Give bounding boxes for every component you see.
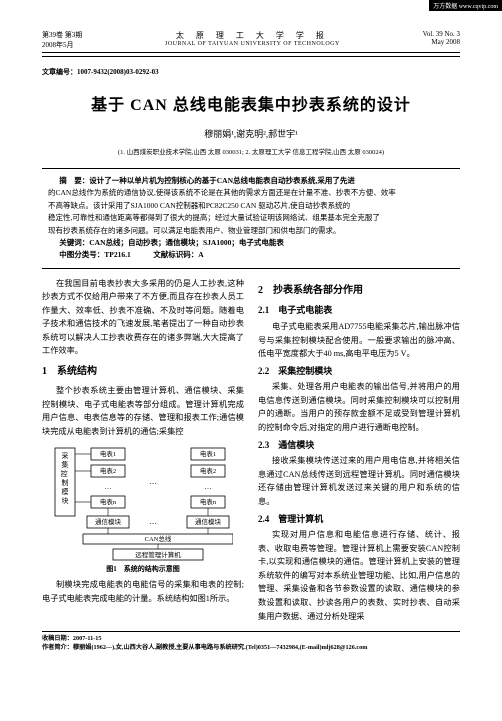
corner-source: 万方数据 www.cqvip.com — [429, 0, 502, 11]
section-2-3-paragraph: 接收采集模块传送过来的用户用电信息,并将相关信息通过CAN总线传送到远程管理计算… — [258, 454, 460, 508]
abstract-line: 稳定性,可靠性和通信距离等都得到了很大的提高；经过大量试验证明该网络试、组果基本… — [48, 212, 454, 224]
volume-issue: 第39卷 第3期 — [42, 30, 82, 40]
svg-text:通信模块: 通信模块 — [195, 517, 222, 526]
authors: 穆丽娟¹,谢克明²,郝世宇¹ — [42, 127, 460, 140]
svg-text:电表2: 电表2 — [200, 466, 216, 475]
svg-text:CAN总线: CAN总线 — [145, 534, 172, 543]
svg-text:电表1: 电表1 — [100, 449, 116, 458]
svg-text:…: … — [149, 477, 157, 486]
paper-title: 基于 CAN 总线电能表集中抄表系统的设计 — [42, 91, 460, 115]
keywords: 关键词：CAN总线；自动抄表；通信模块；SJA1000；电子式电能表 — [48, 237, 454, 249]
classification: 中图分类号：TP216.1 文献标识码：A — [48, 249, 454, 261]
svg-text:采集控 制模块: 采集控 制模块 — [61, 451, 70, 505]
svg-text:通信模块: 通信模块 — [95, 517, 122, 526]
section-1-paragraph-2: 制模块完成电能表的电能信号的采集和电表的控制;电子式电能表完成电能的计量。系统结… — [42, 578, 244, 605]
svg-text:电表n: 电表n — [100, 497, 117, 506]
svg-text:电表2: 电表2 — [100, 466, 116, 475]
section-2-heading: 2 抄表系统各部分作用 — [258, 283, 460, 300]
page: 第39卷 第3期 2008年5月 太 原 理 工 大 学 学 报 JOURNAL… — [0, 0, 502, 663]
section-2-3-heading: 2.3 通信模块 — [258, 438, 460, 453]
pub-date: 2008年5月 — [42, 40, 82, 50]
header-right: Vol. 39 No. 3 May 2008 — [423, 30, 460, 50]
left-column: 在我国目前电表抄表大多采用的仍是人工抄表,这种抄表方式不仅给用户带来了不方便,而… — [42, 277, 244, 623]
author-bio: 作者简介：穆丽娟(1962—),女,山西大谷人,副教授,主要从事电路与系统研究.… — [42, 643, 460, 652]
svg-text:…: … — [205, 483, 212, 491]
section-2-1-heading: 2.1 电子式电能表 — [258, 303, 460, 318]
section-2-4-paragraph: 实现对用户信息和电能信息进行存储、统计、报表、收取电费等管理。管理计算机上需要安… — [258, 528, 460, 623]
svg-text:…: … — [105, 483, 112, 491]
journal-header: 第39卷 第3期 2008年5月 太 原 理 工 大 学 学 报 JOURNAL… — [42, 30, 460, 53]
svg-text:电表1: 电表1 — [200, 449, 216, 458]
section-2-4-heading: 2.4 管理计算机 — [258, 512, 460, 527]
volume-en: Vol. 39 No. 3 — [423, 30, 460, 38]
right-column: 2 抄表系统各部分作用 2.1 电子式电能表 电子式电能表采用AD7755电能采… — [258, 277, 460, 623]
article-id: 文章编号：1007-9432(2008)03-0292-03 — [42, 67, 460, 77]
abstract-line: 的CAN总线作为系统的通信协议,使得该系统不论是在其他的需求方面还是在计量不准、… — [48, 187, 454, 199]
section-2-2-paragraph: 采集、处理各用户电能表的输出信号,并将用户的用电信息传送到通信模块。同时采集控制… — [258, 380, 460, 434]
journal-name-en: JOURNAL OF TAIYUAN UNIVERSITY OF TECHNOL… — [82, 41, 422, 47]
header-left: 第39卷 第3期 2008年5月 — [42, 30, 82, 50]
abstract-line: 现有抄表系统存在的诸多问题。可以满足电能表用户、物业管理部门和供电部门的需求。 — [48, 225, 454, 237]
section-1-heading: 1 系统结构 — [42, 364, 244, 381]
abstract-line: 摘 要：设计了一种以单片机为控制核心的基于CAN总线电能表自动抄表系统,采用了先… — [48, 175, 454, 187]
figure-1-caption: 图1 系统的结构示意图 — [42, 564, 244, 576]
svg-text:远程管理计算机: 远程管理计算机 — [135, 550, 181, 559]
section-1-paragraph: 整个抄表系统主要由管理计算机、通信模块、采集控制模块、电子式电能表等部分组成。管… — [42, 384, 244, 438]
body-columns: 在我国目前电表抄表大多采用的仍是人工抄表,这种抄表方式不仅给用户带来了不方便,而… — [42, 277, 460, 623]
svg-text:…: … — [149, 517, 157, 526]
abstract-block: 摘 要：设计了一种以单片机为控制核心的基于CAN总线电能表自动抄表系统,采用了先… — [42, 168, 460, 269]
section-2-2-heading: 2.2 采集控制模块 — [258, 364, 460, 379]
affiliations: (1. 山西煤炭职业技术学院,山西 太原 030031; 2. 太原理工大学 信… — [42, 146, 460, 156]
date-en: May 2008 — [423, 38, 460, 46]
intro-paragraph: 在我国目前电表抄表大多采用的仍是人工抄表,这种抄表方式不仅给用户带来了不方便,而… — [42, 277, 244, 358]
figure-1-diagram: 采集控 制模块 电表1 电表2 … 电表n 电表1 电表2 — [53, 444, 233, 562]
header-center: 太 原 理 工 大 学 学 报 JOURNAL OF TAIYUAN UNIVE… — [82, 30, 422, 50]
section-2-1-paragraph: 电子式电能表采用AD7755电能采集芯片,输出脉冲信号与采集控制模块配合使用。一… — [258, 320, 460, 361]
header-rule — [42, 56, 460, 57]
received-date: 收稿日期：2007-11-15 — [42, 634, 460, 643]
svg-text:电表n: 电表n — [200, 497, 217, 506]
footer: 收稿日期：2007-11-15 作者简介：穆丽娟(1962—),女,山西大谷人,… — [42, 634, 460, 653]
journal-name-cn: 太 原 理 工 大 学 学 报 — [82, 30, 422, 41]
abstract-line: 不高等缺点。该计采用了SJA1000 CAN控制器和PC82C250 CAN 驱… — [48, 200, 454, 212]
